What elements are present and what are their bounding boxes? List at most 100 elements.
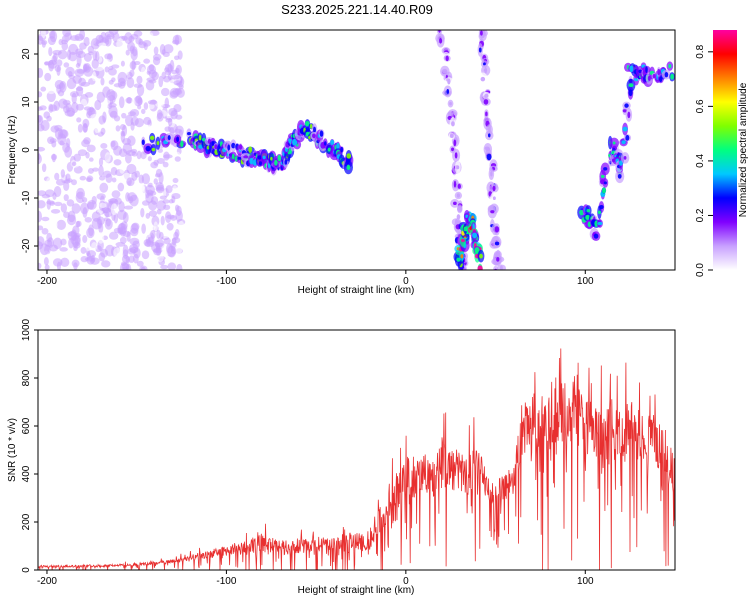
heatmap-cell: [59, 247, 68, 252]
heatmap-cell: [167, 118, 173, 127]
heatmap-cell: [89, 257, 100, 265]
heatmap-cell: [292, 138, 298, 146]
heatmap-cell: [625, 134, 630, 141]
heatmap-cell: [456, 257, 461, 262]
top-x-tick-label: -100: [216, 276, 236, 287]
heatmap-cell: [449, 134, 454, 138]
heatmap-cell: [41, 80, 48, 85]
heatmap-cell: [496, 257, 500, 262]
heatmap-cell: [166, 222, 174, 231]
heatmap-cell: [50, 208, 61, 214]
heatmap-cell: [62, 142, 70, 153]
heatmap-cell: [51, 153, 56, 163]
heatmap-cell: [149, 135, 155, 141]
heatmap-cell: [41, 163, 47, 173]
bottom-y-tick-label: 800: [21, 369, 32, 386]
heatmap-cell: [453, 180, 457, 188]
heatmap-cell: [119, 165, 126, 174]
heatmap-cell: [72, 225, 80, 236]
heatmap-cell: [163, 44, 174, 54]
snr-panel: -200 -100 0 100 0 200 400 600 800 1000 Height of…: [7, 318, 676, 596]
heatmap-cell: [83, 106, 92, 111]
heatmap-cell: [86, 144, 96, 153]
heatmap-cell: [77, 123, 83, 133]
heatmap-cell: [79, 202, 89, 215]
colorbar-label: Normalized spectral amplitude: [738, 82, 749, 217]
heatmap-cell: [130, 33, 139, 40]
heatmap-cell: [121, 254, 130, 264]
heatmap-cell: [163, 154, 173, 159]
heatmap-cell: [125, 150, 136, 156]
heatmap-cell: [617, 174, 622, 179]
heatmap-cell: [71, 102, 79, 114]
heatmap-cell: [156, 184, 165, 194]
heatmap-cell: [141, 108, 146, 115]
heatmap-cell: [58, 98, 68, 109]
heatmap-cell: [49, 138, 57, 143]
heatmap-cell: [168, 107, 178, 117]
heatmap-cell: [484, 67, 487, 74]
heatmap-cell: [141, 173, 151, 185]
heatmap-cell: [82, 235, 88, 244]
heatmap-layer: [38, 30, 675, 270]
heatmap-cell: [56, 59, 63, 67]
heatmap-cell: [162, 199, 170, 204]
heatmap-cell: [449, 101, 452, 106]
top-y-tick-label: -20: [21, 238, 32, 253]
heatmap-cell: [145, 184, 155, 195]
heatmap-cell: [75, 86, 84, 91]
heatmap-cell: [96, 216, 105, 226]
heatmap-cell: [485, 111, 488, 117]
heatmap-cell: [492, 185, 496, 192]
heatmap-cell: [187, 131, 191, 136]
heatmap-cell: [47, 237, 54, 248]
heatmap-cell: [111, 177, 117, 183]
heatmap-cell: [157, 148, 163, 153]
heatmap-cell: [480, 30, 483, 36]
heatmap-cell: [108, 105, 118, 118]
heatmap-cell: [90, 38, 100, 50]
heatmap-cell: [115, 242, 126, 247]
heatmap-cell: [163, 204, 171, 210]
heatmap-cell: [46, 200, 55, 205]
heatmap-cell: [103, 58, 111, 66]
heatmap-cell: [147, 156, 152, 162]
heatmap-cell: [122, 124, 128, 137]
heatmap-cell: [75, 103, 84, 111]
heatmap-cell: [493, 265, 499, 270]
heatmap-cell: [113, 227, 123, 234]
heatmap-cell: [63, 211, 70, 218]
heatmap-cell: [176, 263, 183, 270]
heatmap-cell: [108, 30, 119, 36]
heatmap-cell: [330, 139, 335, 146]
heatmap-cell: [76, 187, 85, 200]
heatmap-cell: [439, 38, 443, 44]
heatmap-cell: [597, 221, 603, 226]
heatmap-cell: [44, 72, 52, 82]
top-y-tick-label: 20: [21, 48, 32, 60]
heatmap-cell: [141, 250, 150, 260]
heatmap-cell: [623, 156, 627, 160]
heatmap-cell: [161, 71, 167, 80]
heatmap-cell: [133, 83, 143, 88]
heatmap-cell: [479, 253, 483, 259]
top-y-tick-label: -10: [21, 190, 32, 205]
heatmap-cell: [88, 157, 94, 162]
heatmap-cell: [156, 158, 165, 165]
heatmap-cell: [111, 262, 118, 270]
heatmap-cell: [147, 103, 155, 110]
heatmap-cell: [158, 172, 164, 185]
heatmap-cell: [98, 165, 104, 177]
heatmap-cell: [156, 141, 160, 146]
heatmap-cell: [45, 176, 54, 189]
heatmap-cell: [80, 247, 87, 254]
heatmap-cell: [492, 196, 496, 201]
heatmap-cell: [99, 175, 106, 181]
bottom-x-tick-label: -100: [216, 576, 236, 587]
heatmap-cell: [153, 221, 158, 232]
heatmap-cell: [456, 193, 460, 198]
heatmap-cell: [71, 259, 80, 268]
heatmap-cell: [38, 210, 43, 223]
heatmap-cell: [66, 199, 75, 207]
